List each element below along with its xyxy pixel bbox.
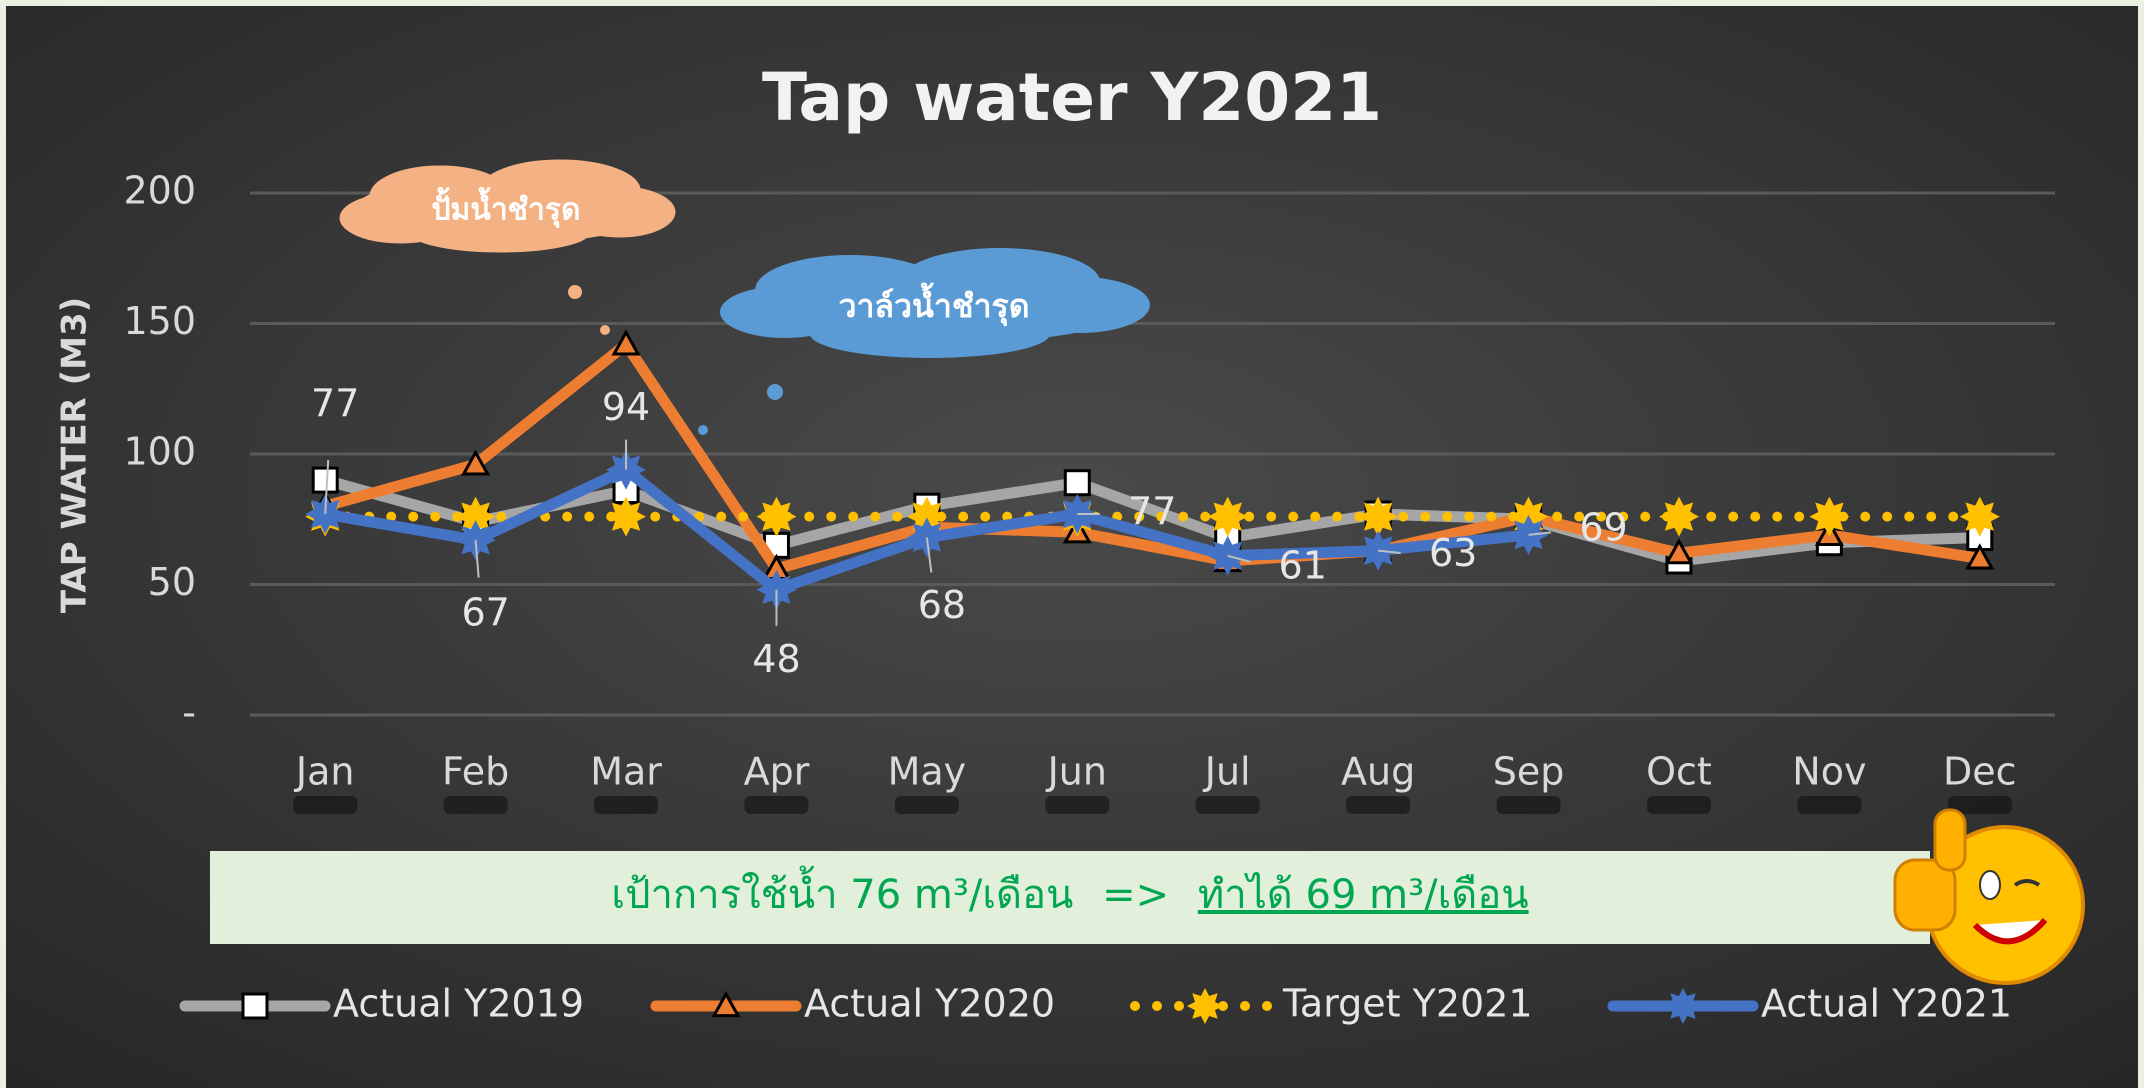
- summary-result: ทำได้ 69 m³/เดือน: [1198, 872, 1529, 918]
- page: {"chart_data": { "type": "line", "title"…: [0, 0, 2144, 1088]
- y-tick-label: 150: [123, 299, 196, 343]
- x-tick-label: Dec: [1943, 750, 2017, 794]
- legend-label: Actual Y2020: [804, 982, 1055, 1026]
- x-tick-label: May: [888, 750, 967, 794]
- x-tick-shadow: [1346, 796, 1410, 814]
- data-label: 68: [918, 583, 966, 627]
- x-tick-shadow: [1797, 796, 1861, 814]
- legend-label: Actual Y2021: [1761, 982, 2012, 1026]
- marker: [606, 497, 646, 537]
- chart-title: Tap water Y2021: [762, 59, 1382, 136]
- x-tick-shadow: [1045, 796, 1109, 814]
- x-tick-label: Apr: [744, 750, 810, 794]
- marker: [1208, 536, 1248, 576]
- x-tick-shadow: [1196, 796, 1260, 814]
- annotation-text: ปั้มน้ำชำรุด: [432, 187, 581, 229]
- x-tick-shadow: [444, 796, 508, 814]
- y-tick-label: 100: [123, 430, 196, 474]
- marker: [243, 994, 267, 1018]
- x-tick-label: Mar: [590, 750, 662, 794]
- data-label: 77: [1128, 490, 1176, 534]
- y-tick-label: -: [182, 691, 196, 735]
- x-tick-shadow: [895, 796, 959, 814]
- marker: [1665, 988, 1701, 1024]
- y-tick-label: 200: [123, 169, 196, 213]
- marker: [1960, 497, 2000, 537]
- marker: [757, 497, 797, 537]
- marker: [1187, 988, 1223, 1024]
- marker: [1659, 497, 1699, 537]
- marker: [907, 518, 947, 558]
- marker: [1809, 497, 1849, 537]
- data-label: 77: [311, 382, 359, 426]
- data-label: 61: [1279, 543, 1327, 587]
- x-tick-shadow: [293, 796, 357, 814]
- marker: [1208, 497, 1248, 537]
- x-tick-label: Feb: [442, 750, 509, 794]
- x-tick-shadow: [744, 796, 808, 814]
- marker: [313, 468, 337, 492]
- data-label: 48: [752, 637, 800, 681]
- summary-text: เป้าการใช้น้ำ 76 m³/เดือน => ทำได้ 69 m³…: [611, 865, 1528, 918]
- x-tick-shadow: [1497, 796, 1561, 814]
- data-label: 69: [1579, 505, 1627, 549]
- summary-arrow: =>: [1102, 872, 1169, 918]
- y-axis-label: TAP WATER (M3): [55, 297, 95, 613]
- x-tick-shadow: [1647, 796, 1711, 814]
- chart: Tap water Y2021 TAP WATER (M3) - 50 100 150…: [0, 0, 2144, 1088]
- x-tick-shadow: [594, 796, 658, 814]
- annotation-text: วาล์วน้ำชำรุด: [838, 282, 1029, 327]
- x-tick-label: Nov: [1792, 750, 1866, 794]
- x-tick-label: Oct: [1646, 750, 1712, 794]
- x-tick-label: Jun: [1046, 750, 1107, 794]
- marker: [1358, 531, 1398, 571]
- marker: [1509, 515, 1549, 555]
- data-label: 94: [602, 385, 650, 429]
- legend-label: Actual Y2019: [333, 982, 584, 1026]
- data-label: 63: [1429, 531, 1477, 575]
- x-tick-label: Jan: [294, 750, 355, 794]
- marker: [456, 520, 496, 560]
- x-tick-label: Aug: [1341, 750, 1415, 794]
- y-tick-label: 50: [148, 560, 196, 604]
- marker: [1065, 471, 1089, 495]
- legend-label: Target Y2021: [1282, 982, 1533, 1026]
- summary-target: เป้าการใช้น้ำ 76 m³/เดือน: [611, 865, 1073, 918]
- data-label: 67: [461, 591, 509, 635]
- x-tick-label: Jul: [1203, 750, 1251, 794]
- x-tick-label: Sep: [1493, 750, 1565, 794]
